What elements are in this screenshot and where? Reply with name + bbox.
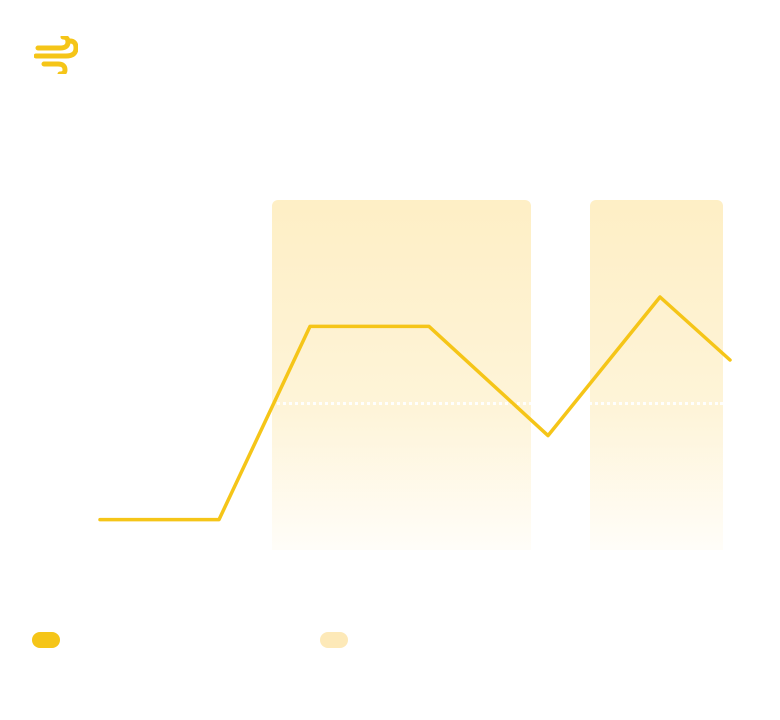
wind-icon xyxy=(34,36,78,78)
legend xyxy=(32,632,358,648)
chart-card xyxy=(0,0,780,720)
legend-swatch-1 xyxy=(32,632,60,648)
chart-plot-area xyxy=(100,150,730,570)
legend-item-2 xyxy=(320,632,358,648)
legend-swatch-2 xyxy=(320,632,348,648)
legend-item-1 xyxy=(32,632,70,648)
chart-line-svg xyxy=(100,150,730,570)
chart-line xyxy=(100,297,730,520)
